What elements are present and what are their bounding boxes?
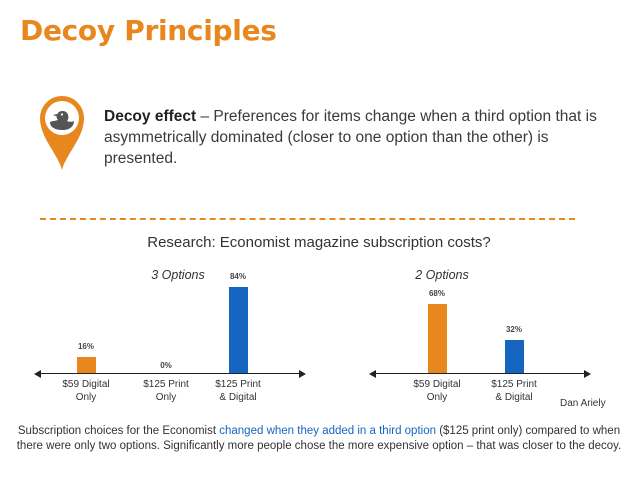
data-label: 0% [160,361,172,370]
bar [228,287,248,373]
category-label-line: Only [75,392,97,403]
summary-part2: ($125 print only) compared to when there… [16,425,622,452]
category-label-line: $125 Print [143,379,189,390]
category-label-line: Only [426,392,448,403]
dashed-divider [40,218,575,220]
category-label: $125 Print Only [126,378,206,404]
definition-text: – Preferences for items change when a th… [104,108,597,167]
category-label-line: $59 Digital [413,379,461,390]
category-label: $59 Digital Only [46,378,126,404]
bar [504,340,524,373]
category-label-line: & Digital [219,392,257,403]
axis-arrow-right [584,369,591,378]
category-label: $59 Digital Only [397,378,477,404]
category-label-line: Only [155,392,177,403]
bar [427,303,447,373]
summary-highlight: changed when they added in a third optio… [219,425,436,437]
duck-location-pin-icon [40,96,84,170]
research-heading: Research: Economist magazine subscriptio… [147,234,491,251]
decoy-definition: Decoy effect – Preferences for items cha… [104,106,624,169]
chart-title: 3 Options [151,268,205,282]
category-label-line: $125 Print [491,379,537,390]
axis-arrow-left [369,369,376,378]
x-axis-line [375,373,585,374]
category-label: $125 Print & Digital [474,378,554,404]
category-label-line: $125 Print [215,379,261,390]
axis-arrow-left [34,369,41,378]
axis-arrow-right [299,369,306,378]
chart-title: 2 Options [415,268,469,282]
data-label: 68% [428,288,445,298]
category-label-line: & Digital [495,392,533,403]
data-label: 32% [505,325,522,335]
bar [76,356,96,373]
summary-part1: Subscription choices for the Economist [17,425,220,437]
category-label-line: $59 Digital [62,379,110,390]
data-label: 84% [229,272,246,282]
category-label: $125 Print & Digital [198,378,278,404]
page-title: Decoy Principles [20,14,277,47]
credit-text: Dan Ariely [560,398,606,409]
data-label: 16% [77,341,94,351]
summary-text: Subscription choices for the Economist c… [10,424,628,454]
x-axis-line [40,373,300,374]
definition-term: Decoy effect [104,108,197,125]
